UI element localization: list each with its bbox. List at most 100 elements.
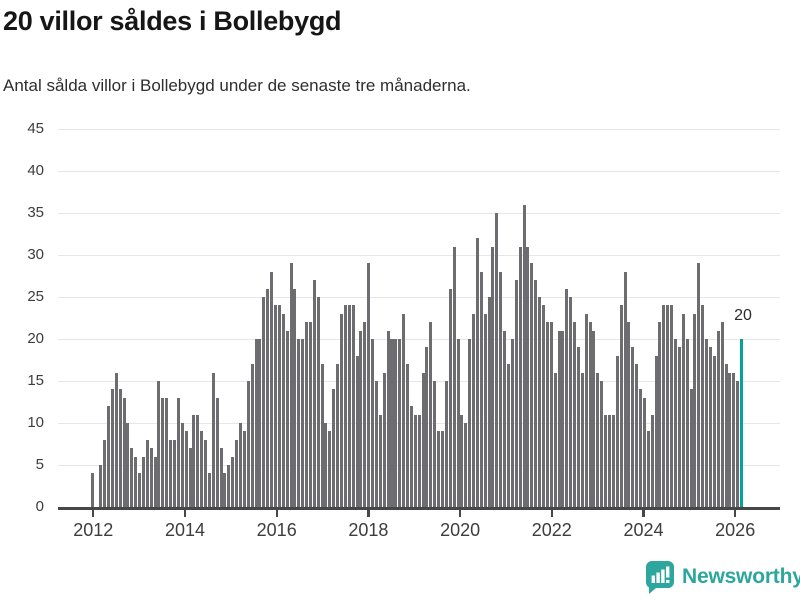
bar [503, 330, 507, 507]
bar [355, 355, 359, 507]
bar [134, 456, 138, 507]
bar [607, 414, 611, 507]
bar [499, 271, 503, 507]
gridline [58, 254, 780, 256]
y-axis-tick-label: 25 [27, 288, 44, 305]
y-axis-tick-label: 0 [35, 498, 44, 515]
bar [242, 431, 246, 507]
bar [169, 439, 173, 507]
bar [172, 439, 176, 507]
bar [534, 280, 538, 507]
x-axis-tick-mark [550, 510, 553, 517]
bar [406, 364, 410, 507]
x-axis-tick-label: 2022 [531, 520, 572, 540]
bar [149, 448, 153, 507]
bar [708, 347, 712, 507]
bar [285, 330, 289, 507]
bar [545, 322, 549, 507]
y-axis-tick-label: 15 [27, 372, 44, 389]
bar [363, 322, 367, 507]
bar [677, 347, 681, 507]
x-axis-tick-label: 2016 [256, 520, 297, 540]
bar [336, 364, 340, 507]
bar [619, 305, 623, 507]
highlighted-bar-latest [740, 339, 744, 507]
bar [716, 330, 720, 507]
bar [701, 305, 705, 507]
x-axis-tick-mark [458, 510, 462, 517]
x-axis-tick-label: 2012 [73, 520, 114, 540]
bar [106, 406, 110, 507]
bar [724, 364, 728, 507]
bar [472, 313, 476, 507]
bar [460, 414, 464, 507]
bar [301, 339, 305, 507]
x-axis-tick-mark [183, 510, 187, 517]
bar [402, 313, 406, 507]
bar [440, 431, 444, 507]
bar [273, 305, 277, 507]
bar [507, 364, 511, 507]
bar [565, 288, 569, 507]
bar [553, 372, 557, 507]
newsworthy-wordmark: Newsworthy [682, 565, 800, 588]
bar [371, 339, 375, 507]
bar [192, 414, 196, 507]
gridline [58, 296, 780, 298]
bar [103, 439, 107, 507]
bar [642, 397, 646, 507]
y-axis-tick-label: 40 [27, 162, 44, 179]
bar [584, 313, 588, 507]
bar [685, 339, 689, 507]
bar [145, 439, 149, 507]
bar [448, 288, 452, 507]
bar [464, 423, 468, 507]
bar [720, 322, 724, 507]
bar [308, 322, 312, 507]
bar [367, 263, 371, 507]
bar [180, 423, 184, 507]
bar [215, 397, 219, 507]
bar [398, 339, 402, 507]
chart-subtitle: Antal sålda villor i Bollebygd under de … [3, 76, 471, 95]
bar [712, 355, 716, 507]
bar [600, 381, 604, 507]
bar [732, 372, 736, 507]
bar [157, 381, 161, 507]
bar [118, 389, 122, 507]
x-axis-tick-mark [642, 510, 645, 517]
gridline [58, 170, 780, 172]
y-axis-tick-label: 30 [27, 246, 44, 263]
bar [437, 431, 441, 507]
bar [266, 288, 270, 507]
bar [592, 330, 596, 507]
bar [277, 305, 281, 507]
bar [658, 322, 662, 507]
x-axis-tick-mark [367, 510, 370, 517]
bar [219, 448, 223, 507]
x-axis-tick-mark [92, 510, 95, 517]
bar [223, 473, 227, 507]
x-axis-line [58, 507, 780, 510]
bar [258, 339, 262, 507]
bar [635, 364, 639, 507]
last-bar-value-label: 20 [734, 307, 752, 324]
bar [184, 431, 188, 507]
bar [254, 339, 258, 507]
bar [526, 246, 530, 507]
bar [227, 465, 231, 507]
bar [487, 297, 491, 507]
bar [297, 339, 301, 507]
bar [576, 347, 580, 507]
bar [573, 322, 577, 507]
bar [670, 305, 674, 507]
bar [596, 372, 600, 507]
bar [161, 397, 165, 507]
bar [332, 389, 336, 507]
bar [250, 364, 254, 507]
bar [351, 305, 355, 507]
bar [340, 313, 344, 507]
bar [386, 330, 390, 507]
bar [262, 297, 266, 507]
